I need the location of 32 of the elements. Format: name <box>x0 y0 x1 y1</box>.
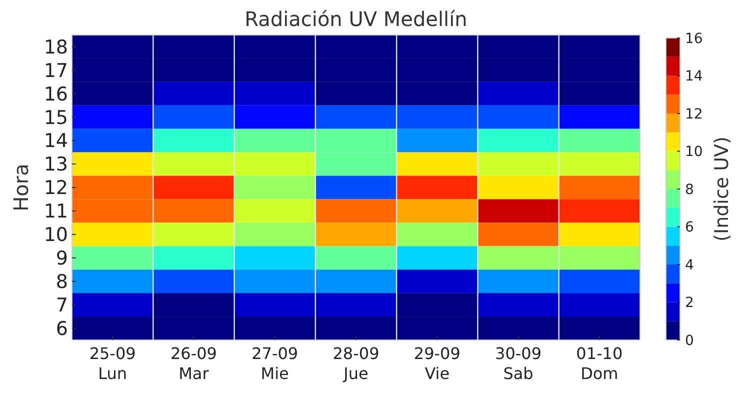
x-tick-label: 01-10 Dom <box>576 344 623 383</box>
chart-title: Radiación UV Medellín <box>244 7 468 31</box>
x-tick-label: 28-09 Jue <box>332 344 380 383</box>
y-tick-label: 14 <box>44 130 68 152</box>
color-bar-label: 8 <box>685 182 694 198</box>
color-bar-label: 16 <box>685 30 703 47</box>
color-bar-label: 10 <box>685 144 703 160</box>
color-bar-label: 4 <box>685 257 694 274</box>
color-bar-label: 2 <box>685 295 694 312</box>
y-axis-title: Hora <box>9 164 33 212</box>
color-bar-label: 0 <box>685 332 694 349</box>
y-tick-label: 10 <box>44 224 68 246</box>
y-tick-label: 17 <box>44 60 68 82</box>
y-tick-label: 13 <box>44 154 68 176</box>
y-tick-label: 6 <box>56 318 68 340</box>
color-bar-label: 12 <box>685 106 703 122</box>
color-bar-label: 6 <box>685 220 694 236</box>
y-tick-label: 15 <box>44 106 68 129</box>
x-tick-label: 30-09 Sab <box>495 344 542 383</box>
x-tick-label: 27-09 Mie <box>252 344 298 383</box>
color-bar-title: (Indice UV) <box>711 136 733 242</box>
y-tick-label: 7 <box>56 294 68 316</box>
y-tick-label: 9 <box>56 248 68 270</box>
color-bar-label: 14 <box>685 68 703 85</box>
x-tick-label: 29-09 Vie <box>414 344 460 383</box>
y-tick-label: 12 <box>44 177 68 200</box>
y-tick-label: 11 <box>44 200 68 223</box>
y-tick-label: 8 <box>56 270 68 293</box>
x-tick-label: 25-09 Lun <box>89 344 136 383</box>
y-tick-label: 16 <box>44 83 68 106</box>
y-tick-label: 18 <box>44 36 68 58</box>
x-tick-label: 26-09 Mar <box>170 344 217 383</box>
